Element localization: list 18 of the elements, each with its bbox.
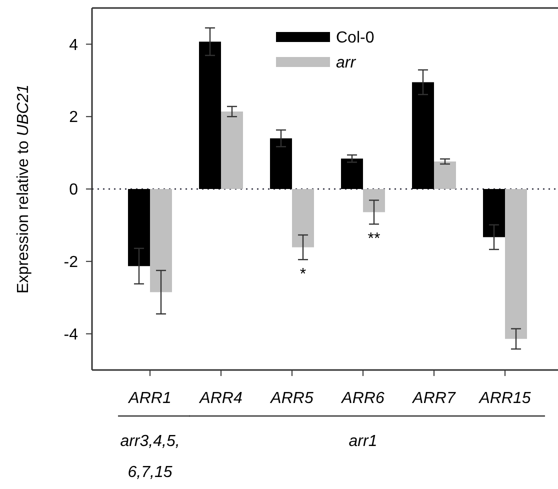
y-tick-label: -2 (64, 254, 78, 271)
y-tick-label: 4 (69, 36, 78, 54)
x-tick-label: ARR4 (198, 390, 242, 407)
text: arr3,4,5, 6,7,15 (120, 433, 180, 481)
y-axis-title: Expression relative to UBC21 (15, 84, 32, 294)
y-tick-label: 0 (69, 182, 78, 199)
y-tick-label: 2 (69, 109, 78, 126)
x-tick-label: ARR15 (478, 390, 531, 407)
text: arr1 (348, 433, 378, 450)
legend-label: Col-0 (336, 30, 374, 47)
x-tick-label: ARR5 (270, 390, 314, 407)
x-tick-label: ARR1 (128, 390, 172, 407)
legend-label: arr (336, 54, 356, 72)
annotation: * (300, 266, 306, 283)
annotation: ** (368, 230, 380, 248)
x-tick-label: ARR7 (412, 390, 456, 407)
x-tick-label: ARR6 (340, 390, 384, 407)
y-tick-label: -4 (64, 326, 78, 344)
